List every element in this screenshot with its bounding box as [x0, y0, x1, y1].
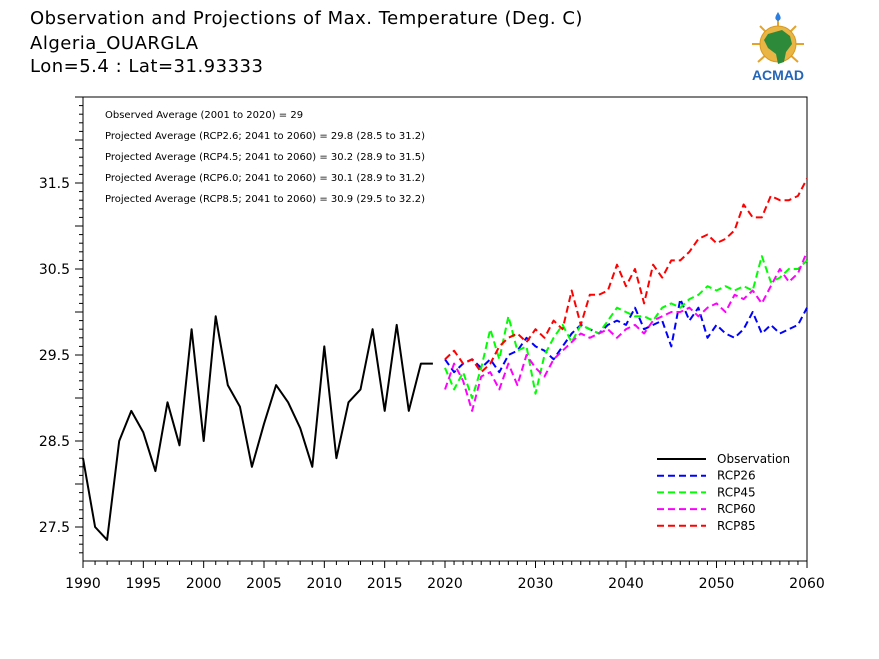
data-series: [82, 178, 808, 541]
x-tick-label: 2005: [246, 576, 282, 592]
axis-ticks: [75, 96, 808, 568]
legend-label: RCP85: [717, 519, 756, 533]
series-observation-line: [82, 315, 433, 541]
y-tick-label: 31.5: [39, 176, 70, 192]
chart-legend: Observation RCP26 RCP45 RCP60 RCP85: [657, 452, 790, 533]
annotation-line: Projected Average (RCP2.6; 2041 to 2060)…: [105, 131, 425, 142]
legend-label: RCP45: [717, 485, 756, 499]
annotation-line: Projected Average (RCP6.0; 2041 to 2060)…: [105, 173, 425, 184]
legend-label: Observation: [717, 452, 790, 466]
x-tick-label: 2000: [186, 576, 222, 592]
y-tick-labels: 27.5 28.5 29.5 30.5 31.5: [39, 176, 70, 536]
legend-label: RCP60: [717, 502, 756, 516]
x-tick-label: 2040: [608, 576, 644, 592]
x-tick-label: 2015: [367, 576, 403, 592]
x-tick-label: 2050: [699, 576, 735, 592]
x-tick-label: 1995: [126, 576, 162, 592]
y-tick-label: 30.5: [39, 262, 70, 278]
y-tick-label: 29.5: [39, 348, 70, 364]
y-tick-label: 28.5: [39, 434, 70, 450]
annotation-line: Observed Average (2001 to 2020) = 29: [105, 110, 303, 121]
series-rcp26-line: [444, 298, 808, 374]
logo-text: ACMAD: [752, 67, 804, 83]
series-rcp60-line: [444, 251, 808, 412]
series-rcp85-line: [444, 178, 808, 374]
x-tick-label: 2060: [789, 576, 825, 592]
chart-annotations: Observed Average (2001 to 2020) = 29 Proj…: [105, 110, 425, 205]
annotation-line: Projected Average (RCP8.5; 2041 to 2060)…: [105, 194, 425, 205]
x-tick-label: 1990: [65, 576, 101, 592]
x-tick-labels: 1990 1995 2000 2005 2010 2015 2020 2030 2040 2050…: [65, 576, 825, 592]
chart-title: Observation and Projections of Max. Temp…: [30, 8, 583, 29]
acmad-logo: ACMAD: [738, 8, 818, 84]
x-tick-label: 2030: [518, 576, 554, 592]
series-rcp45-line: [444, 255, 808, 399]
station-name: Algeria_OUARGLA: [30, 33, 199, 54]
y-tick-label: 27.5: [39, 520, 70, 536]
africa-map-logo-icon: ACMAD: [752, 12, 804, 83]
x-tick-label: 2020: [427, 576, 463, 592]
x-tick-label: 2010: [307, 576, 343, 592]
annotation-line: Projected Average (RCP4.5; 2041 to 2060)…: [105, 152, 425, 163]
legend-label: RCP26: [717, 469, 756, 483]
station-coordinates: Lon=5.4 : Lat=31.93333: [30, 56, 264, 77]
